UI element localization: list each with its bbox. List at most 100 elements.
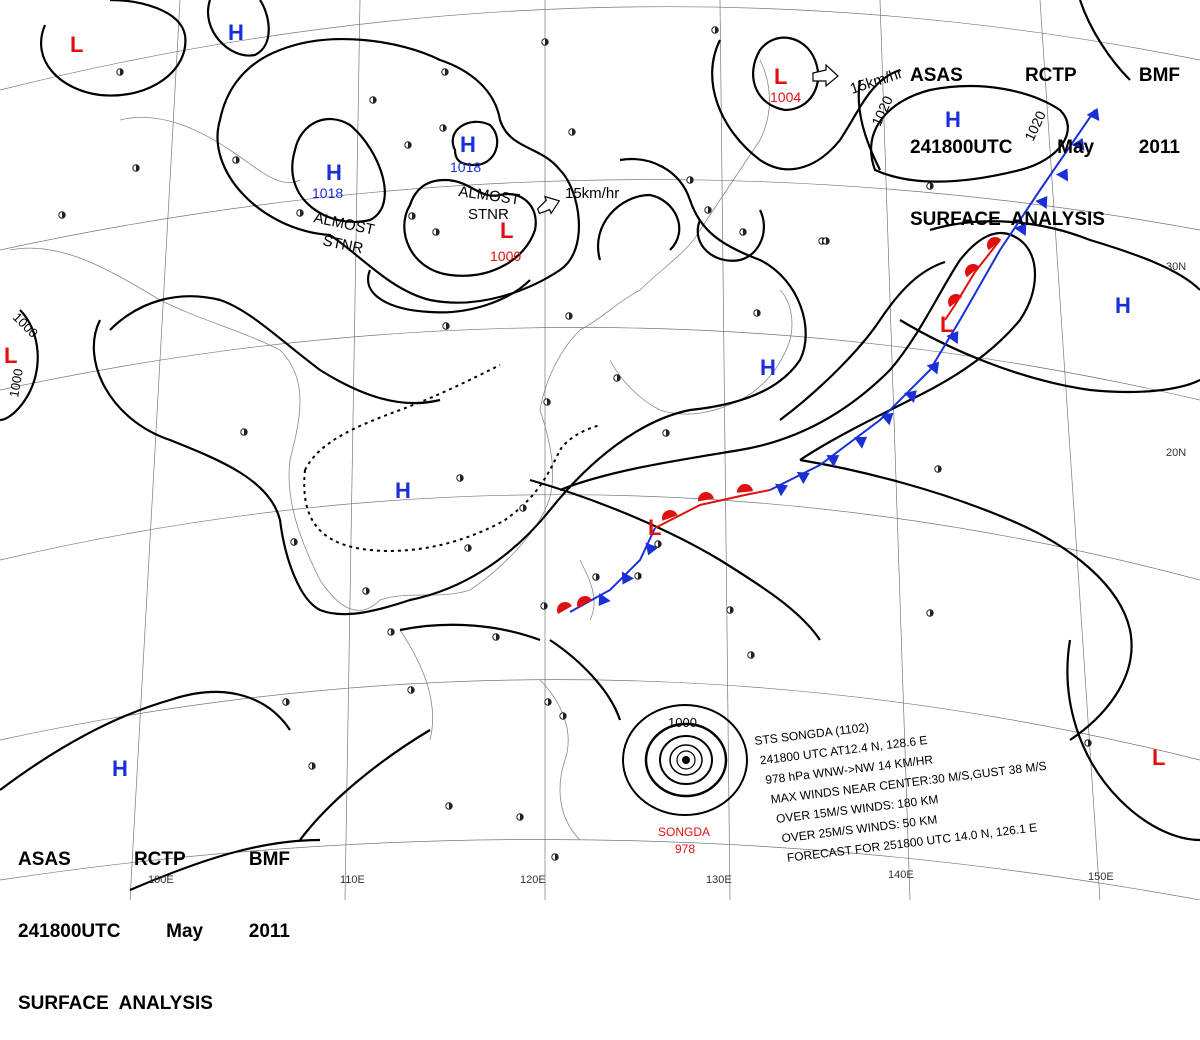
high-center-value-c: 1018 — [450, 159, 481, 175]
station-cloud-cover — [136, 164, 140, 172]
station-cloud-cover — [569, 312, 573, 320]
station-cloud-cover — [938, 465, 942, 473]
lon-label-140e: 140E — [888, 869, 914, 881]
station-cloud-cover — [547, 398, 551, 406]
cold-front-pip — [926, 361, 940, 375]
high-center-symbol-china: H — [395, 478, 411, 503]
header-year: 2011 — [248, 921, 290, 942]
motion-speed-ne: 15km/hr — [848, 65, 905, 98]
station-cloud-cover — [708, 206, 712, 214]
station-cloud-cover — [743, 228, 747, 236]
header-product: ASAS — [18, 849, 71, 870]
station-cloud-cover — [715, 26, 719, 34]
header-line-2: 241800UTC May 2011 — [910, 136, 1180, 160]
cold-front-pip — [598, 592, 611, 607]
cold-front-pip — [796, 471, 810, 485]
station-cloud-cover — [690, 176, 694, 184]
header-product: ASAS — [910, 65, 963, 86]
header-line-1: ASAS RCTP BMF — [910, 64, 1180, 88]
station-cloud-cover — [572, 128, 576, 136]
station-cloud-cover — [666, 429, 670, 437]
lat-label-30n: 30N — [1166, 261, 1186, 273]
header-center: RCTP — [1024, 65, 1077, 86]
cold-front-pip — [1055, 168, 1069, 182]
header-line-1: ASAS RCTP BMF — [18, 848, 290, 872]
low-center-symbol-nw: L — [70, 32, 83, 57]
isobar-label-typhoon: 1000 — [668, 715, 697, 730]
station-cloud-cover — [658, 540, 662, 548]
station-cloud-cover — [62, 211, 66, 219]
station-cloud-cover — [120, 68, 124, 76]
station-cloud-cover — [1088, 739, 1092, 747]
motion-arrow-ne — [812, 63, 839, 88]
station-cloud-cover — [312, 762, 316, 770]
stnr-label-w: STNR — [321, 232, 365, 257]
low-center-symbol-front: L — [940, 312, 953, 337]
isobar-labels: 1020 1020 1000 1000 1000 — [6, 93, 1049, 730]
station-cloud-cover — [757, 309, 761, 317]
high-center-symbol-e: H — [945, 107, 961, 132]
trough-dotted-2 — [304, 364, 501, 471]
graticule — [0, 0, 1200, 900]
station-cloud-cover — [520, 813, 524, 821]
station-cloud-cover — [236, 156, 240, 164]
lon-label-150e: 150E — [1088, 871, 1114, 883]
station-cloud-cover — [563, 712, 567, 720]
cold-front-pip — [880, 412, 894, 426]
station-cloud-cover — [391, 628, 395, 636]
station-cloud-cover — [373, 96, 377, 104]
high-center-symbol-japan: H — [760, 355, 776, 380]
cold-front-pip — [645, 542, 659, 556]
station-cloud-cover — [730, 606, 734, 614]
cold-front-pip — [1014, 222, 1027, 237]
warm-front-pip — [965, 264, 980, 278]
map-header-bottom-left: ASAS RCTP BMF 241800UTC May 2011 SURFACE… — [18, 800, 290, 1040]
station-cloud-cover — [496, 633, 500, 641]
high-center-symbol-w: H — [326, 160, 342, 185]
stnr-label-c: STNR — [468, 206, 509, 223]
lon-label-100e: 100E — [148, 874, 174, 886]
station-cloud-cover — [443, 124, 447, 132]
header-time: 241800UTC — [910, 137, 1013, 158]
motion-arrow-c — [536, 195, 561, 215]
high-center-symbol-far-e: H — [1115, 293, 1131, 318]
warm-front-pip — [698, 492, 714, 502]
header-month: May — [1057, 137, 1095, 158]
typhoon-labels: SONGDA 978 — [658, 825, 710, 856]
pressure-centers: L H H 1018 H 1018 L 1000 L 1004 H H H H … — [4, 20, 1165, 781]
warm-front-line-2 — [654, 489, 771, 529]
low-center-symbol-ne: L — [774, 64, 787, 89]
station-cloud-cover — [468, 544, 472, 552]
station-cloud-cover — [596, 573, 600, 581]
header-time: 241800UTC — [18, 921, 121, 942]
header-line-2: 241800UTC May 2011 — [18, 920, 290, 944]
almost-label-c: ALMOST — [457, 183, 520, 208]
low-center-symbol-se: L — [1152, 745, 1165, 770]
station-cloud-cover — [412, 212, 416, 220]
coastlines — [9, 59, 793, 841]
typhoon-name: SONGDA — [658, 825, 710, 839]
station-cloud-cover — [751, 651, 755, 659]
station-cloud-cover — [617, 374, 621, 382]
warm-front-pip — [948, 294, 963, 308]
warm-front-pip — [577, 596, 592, 608]
isobar-label-west-b: 1000 — [6, 367, 26, 398]
station-cloud-cover — [460, 474, 464, 482]
station-cloud-cover — [826, 237, 830, 245]
cold-front-pip — [775, 483, 788, 497]
station-cloud-cover — [545, 38, 549, 46]
station-cloud-cover — [930, 609, 934, 617]
header-month: May — [166, 921, 204, 942]
cold-front-pip — [1035, 195, 1048, 210]
map-header-top-right: ASAS RCTP BMF 241800UTC May 2011 SURFACE… — [910, 16, 1180, 256]
high-center-symbol-sw: H — [112, 756, 128, 781]
low-center-symbol-front-sw: L — [648, 515, 661, 540]
warm-front-pip — [557, 602, 572, 614]
station-cloud-cover — [366, 587, 370, 595]
high-center-value-w: 1018 — [312, 185, 343, 201]
header-title: SURFACE ANALYSIS — [18, 993, 213, 1014]
warm-front-pip — [662, 510, 678, 521]
low-center-symbol-c: L — [500, 218, 513, 243]
station-cloud-cover — [555, 853, 559, 861]
grid-labels: 30N 20N 100E 110E 120E 130E 140E 150E — [148, 261, 1186, 886]
